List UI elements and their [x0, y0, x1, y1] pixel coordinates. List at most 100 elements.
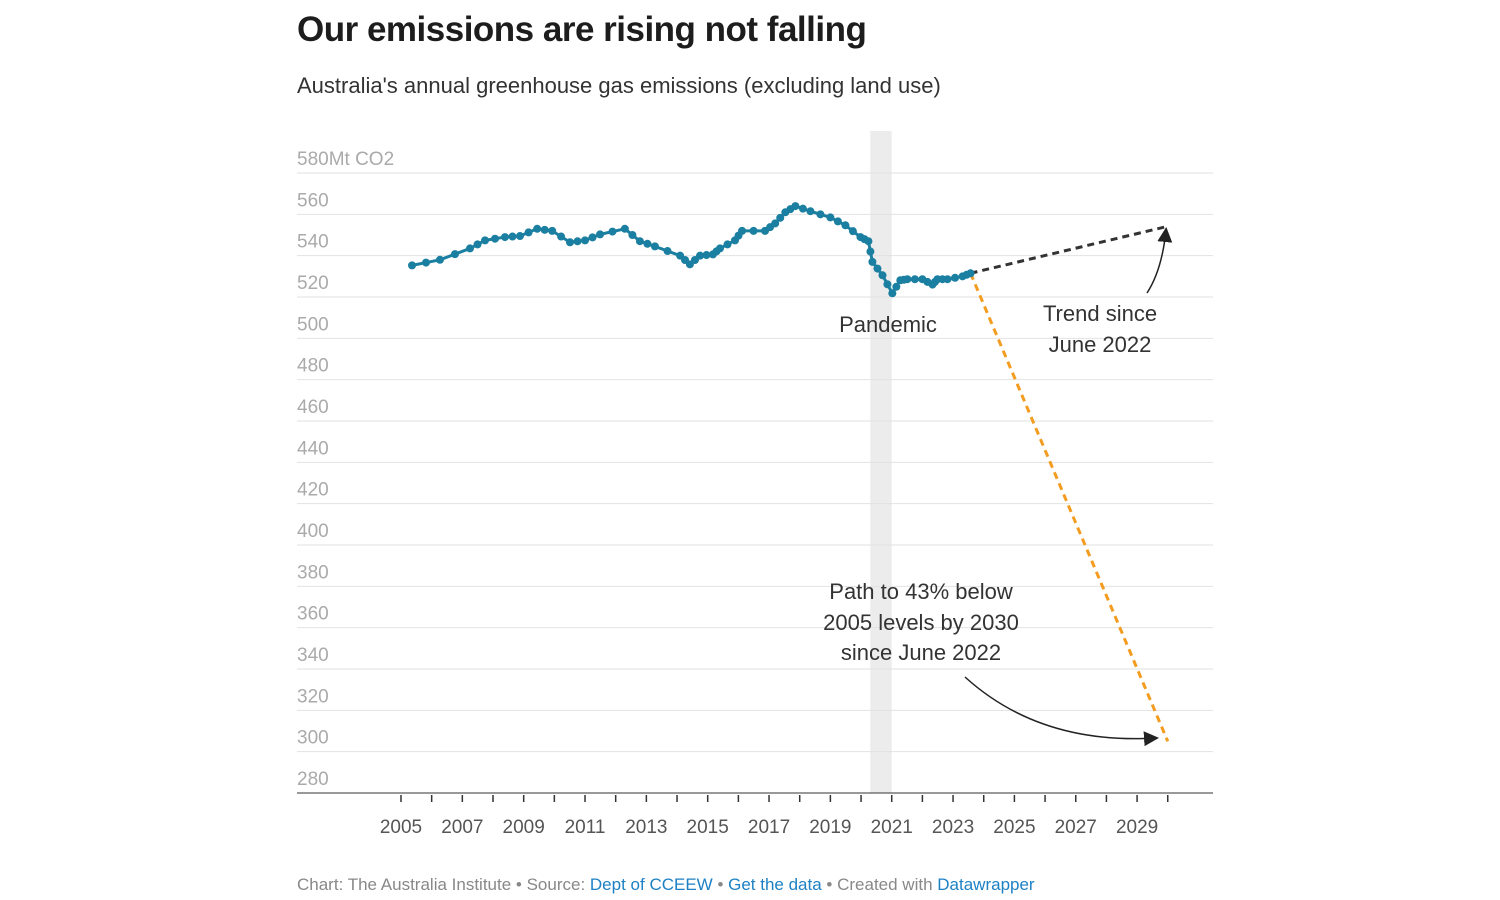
annotation-trend-line1: Trend since — [1043, 301, 1157, 326]
data-point — [548, 226, 557, 235]
annotation-path-line2: 2005 levels by 2030 — [823, 610, 1019, 635]
data-point — [723, 240, 732, 249]
data-point — [833, 217, 842, 226]
y-tick-label: 420 — [297, 480, 329, 501]
data-point — [841, 221, 850, 230]
data-point — [557, 232, 566, 241]
annotation-pandemic: Pandemic — [839, 312, 937, 337]
data-point — [524, 228, 533, 237]
data-point — [771, 219, 780, 228]
x-tick-label: 2007 — [441, 817, 483, 838]
x-tick-label: 2009 — [503, 817, 545, 838]
y-tick-label: 520 — [297, 273, 329, 294]
x-tick-label: 2017 — [748, 817, 790, 838]
data-point — [873, 264, 882, 273]
x-tick-label: 2021 — [871, 817, 913, 838]
x-tick-label: 2027 — [1055, 817, 1097, 838]
y-tick-label: 560 — [297, 190, 329, 211]
x-tick-label: 2011 — [565, 817, 606, 838]
data-point — [515, 232, 524, 241]
data-point — [868, 257, 877, 266]
footer-credit: Chart: The Australia Institute — [297, 875, 512, 894]
data-point — [450, 250, 459, 259]
annotation-path-line3: since June 2022 — [841, 640, 1001, 665]
data-point — [715, 244, 724, 253]
data-point — [663, 247, 672, 256]
data-point — [628, 231, 637, 240]
data-point — [848, 227, 857, 236]
data-point — [650, 242, 659, 251]
y-tick-label: 540 — [297, 232, 329, 253]
x-tick-label: 2019 — [809, 817, 851, 838]
y-tick-label: 480 — [297, 356, 329, 377]
data-point — [588, 233, 597, 242]
data-point — [596, 230, 605, 239]
data-point — [481, 236, 490, 245]
data-point — [573, 237, 582, 246]
data-point — [620, 224, 629, 233]
x-tick-label: 2029 — [1116, 817, 1158, 838]
data-point — [491, 234, 500, 243]
y-tick-label: 460 — [297, 397, 329, 418]
y-tick-label: 580Mt CO2 — [297, 149, 394, 170]
x-tick-label: 2023 — [932, 817, 974, 838]
data-point — [806, 207, 815, 216]
y-tick-label: 320 — [297, 686, 329, 707]
data-point — [903, 275, 912, 284]
footer-sep: • — [712, 875, 729, 894]
data-point — [696, 251, 705, 260]
data-point — [749, 226, 758, 235]
data-point — [966, 269, 975, 278]
data-point — [581, 236, 590, 245]
data-point — [408, 261, 417, 270]
chart-footer: Chart: The Australia Institute • Source:… — [297, 875, 1035, 895]
data-point — [892, 282, 901, 291]
y-tick-label: 300 — [297, 728, 329, 749]
data-point — [635, 237, 644, 246]
data-point — [738, 226, 747, 235]
data-point — [910, 275, 919, 284]
x-tick-label: 2015 — [687, 817, 729, 838]
source-link[interactable]: Dept of CCEEW — [589, 875, 713, 894]
data-point — [565, 238, 574, 247]
y-tick-label: 500 — [297, 314, 329, 335]
chart-title: Our emissions are rising not falling — [297, 10, 867, 49]
data-point — [533, 224, 542, 233]
data-point — [435, 255, 444, 264]
x-tick-label: 2005 — [380, 817, 422, 838]
data-point — [883, 280, 892, 289]
datawrapper-link[interactable]: Datawrapper — [937, 875, 1035, 894]
y-tick-label: 360 — [297, 604, 329, 625]
x-tick-label: 2013 — [625, 817, 667, 838]
data-point — [816, 210, 825, 219]
y-tick-label: 380 — [297, 562, 329, 583]
data-point — [888, 289, 897, 298]
data-point — [798, 204, 807, 213]
y-tick-label: 440 — [297, 438, 329, 459]
data-point — [643, 239, 652, 248]
data-point — [943, 275, 952, 284]
data-point — [421, 258, 430, 267]
y-tick-label: 280 — [297, 769, 329, 790]
path-arrow — [964, 676, 1159, 747]
data-point — [608, 227, 617, 236]
data-point — [826, 213, 835, 222]
data-point — [500, 233, 509, 242]
annotation-trend-line2: June 2022 — [1049, 332, 1152, 357]
get-data-link[interactable]: Get the data — [728, 875, 822, 894]
data-point — [473, 240, 482, 249]
data-point — [508, 232, 517, 241]
footer-sep: • Source: — [511, 875, 590, 894]
data-point — [866, 247, 875, 256]
data-point — [951, 273, 960, 282]
footer-sep: • Created with — [821, 875, 938, 894]
annotation-path-line1: Path to 43% below — [829, 579, 1013, 604]
x-tick-label: 2025 — [993, 817, 1035, 838]
y-tick-label: 340 — [297, 645, 329, 666]
data-point — [864, 237, 873, 246]
data-point — [791, 202, 800, 211]
chart-subtitle: Australia's annual greenhouse gas emissi… — [297, 73, 941, 98]
data-point — [540, 225, 549, 234]
trend-projection-line — [970, 224, 1169, 275]
